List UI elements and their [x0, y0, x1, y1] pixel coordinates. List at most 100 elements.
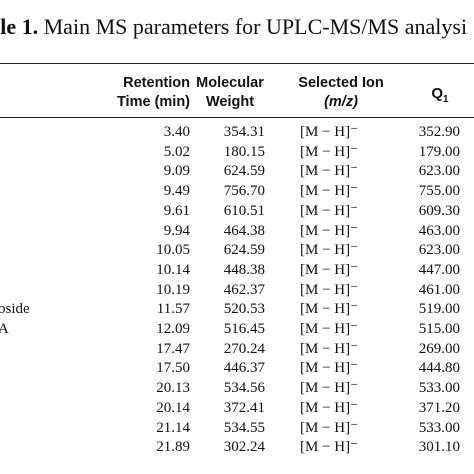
- selected-ion-cell: [M − H]⁻: [300, 261, 359, 278]
- selected-ion-cell: [M − H]⁻: [300, 399, 359, 416]
- header-rt-line2: Time (min): [116, 94, 190, 110]
- molecular-weight-cell: 446.37: [223, 360, 265, 377]
- table-row: 3.40 354.31 [M − H]⁻ 352.90: [0, 123, 474, 142]
- header-q1-base: Q: [431, 85, 444, 102]
- q1-cell: 533.00: [418, 419, 460, 436]
- retention-time-cell: 10.19: [156, 281, 190, 298]
- molecular-weight-cell: 756.70: [223, 183, 265, 200]
- q1-cell: 179.00: [418, 143, 460, 160]
- header-q1-sub: 1: [443, 94, 449, 105]
- molecular-weight-cell: 270.24: [223, 340, 265, 357]
- q1-cell: 515.00: [418, 321, 460, 337]
- selected-ion-cell: [M − H]⁻: [300, 163, 359, 180]
- header-mw-line2: Weight: [205, 94, 255, 110]
- molecular-weight-cell: 180.15: [223, 143, 265, 160]
- molecular-weight-cell: 534.56: [223, 380, 265, 397]
- retention-time-cell: 9.09: [163, 163, 190, 180]
- selected-ion-cell: [M − H]⁻: [300, 222, 359, 239]
- retention-time-cell: 21.89: [156, 439, 190, 456]
- header-rt-line1: Retention: [123, 75, 190, 91]
- selected-ion-cell: [M − H]⁻: [300, 281, 359, 298]
- header-ion-line1: Selected Ion: [298, 75, 384, 91]
- retention-time-cell: 5.02: [163, 143, 190, 160]
- selected-ion-cell: [M − H]⁻: [300, 143, 359, 160]
- q1-cell: 461.00: [418, 281, 460, 298]
- molecular-weight-cell: 464.38: [223, 222, 265, 239]
- molecular-weight-cell: 520.53: [223, 301, 265, 318]
- table-row: 9.09 624.59 [M − H]⁻ 623.00: [0, 162, 474, 181]
- q1-cell: 444.80: [418, 360, 460, 377]
- retention-time-cell: 10.05: [156, 242, 190, 259]
- q1-cell: 755.00: [418, 183, 460, 200]
- selected-ion-cell: [M − H]⁻: [300, 321, 359, 337]
- caption-text: Main MS parameters for UPLC-MS/MS analys…: [38, 14, 468, 39]
- molecular-weight-cell: 354.31: [223, 124, 265, 140]
- q1-cell: 463.00: [418, 222, 460, 239]
- retention-time-cell: 9.61: [163, 202, 190, 219]
- header-molecular-weight: Molecular Weight: [180, 74, 280, 112]
- table-row: 17.47 270.24 [M − H]⁻ 269.00: [0, 340, 474, 359]
- header-ion-line2: (m/z): [324, 94, 358, 110]
- retention-time-cell: 9.49: [163, 183, 190, 200]
- table-row: 20.13 534.56 [M − H]⁻ 533.00: [0, 379, 474, 398]
- header-retention-time: Retention Time (min): [70, 74, 190, 112]
- retention-time-cell: 20.13: [156, 380, 190, 397]
- header-mw-line1: Molecular: [196, 75, 264, 91]
- table-row: 10.05 624.59 [M − H]⁻ 623.00: [0, 241, 474, 260]
- selected-ion-cell: [M − H]⁻: [300, 439, 359, 456]
- compound-name-cell: oside: [0, 301, 30, 318]
- q1-cell: 269.00: [418, 340, 460, 357]
- selected-ion-cell: [M − H]⁻: [300, 380, 359, 397]
- retention-time-cell: 12.09: [156, 321, 190, 337]
- table-row: 17.50 446.37 [M − H]⁻ 444.80: [0, 359, 474, 378]
- retention-time-cell: 3.40: [163, 124, 190, 140]
- retention-time-cell: 10.14: [156, 261, 190, 278]
- q1-cell: 301.10: [418, 439, 460, 456]
- table-row: 10.19 462.37 [M − H]⁻ 461.00: [0, 281, 474, 300]
- table-row: oside 11.57 520.53 [M − H]⁻ 519.00: [0, 300, 474, 319]
- molecular-weight-cell: 624.59: [223, 242, 265, 259]
- retention-time-cell: 11.57: [156, 301, 190, 318]
- table-label: ble 1.: [0, 14, 39, 39]
- q1-cell: 352.90: [418, 124, 460, 140]
- retention-time-cell: 21.14: [156, 419, 190, 436]
- molecular-weight-cell: 516.45: [223, 321, 265, 337]
- selected-ion-cell: [M − H]⁻: [300, 301, 359, 318]
- q1-cell: 533.00: [418, 380, 460, 397]
- header-selected-ion: Selected Ion (m/z): [286, 74, 396, 112]
- molecular-weight-cell: 624.59: [223, 163, 265, 180]
- table-row: 21.14 534.55 [M − H]⁻ 533.00: [0, 419, 474, 438]
- molecular-weight-cell: 302.24: [223, 439, 265, 456]
- table-row: 9.94 464.38 [M − H]⁻ 463.00: [0, 222, 474, 241]
- retention-time-cell: 17.50: [156, 360, 190, 377]
- table-row: 10.14 448.38 [M − H]⁻ 447.00: [0, 261, 474, 280]
- table-row: 21.89 302.24 [M − H]⁻ 301.10: [0, 438, 474, 457]
- q1-cell: 371.20: [418, 399, 460, 416]
- retention-time-cell: 17.47: [156, 340, 190, 357]
- header-rule: [0, 117, 474, 118]
- selected-ion-cell: [M − H]⁻: [300, 340, 359, 357]
- selected-ion-cell: [M − H]⁻: [300, 419, 359, 436]
- selected-ion-cell: [M − H]⁻: [300, 124, 359, 140]
- q1-cell: 519.00: [418, 301, 460, 318]
- q1-cell: 623.00: [418, 242, 460, 259]
- molecular-weight-cell: 372.41: [223, 399, 265, 416]
- selected-ion-cell: [M − H]⁻: [300, 242, 359, 259]
- table-row: 5.02 180.15 [M − H]⁻ 179.00: [0, 143, 474, 162]
- selected-ion-cell: [M − H]⁻: [300, 202, 359, 219]
- molecular-weight-cell: 462.37: [223, 281, 265, 298]
- table-caption: ble 1. Main MS parameters for UPLC-MS/MS…: [0, 14, 467, 40]
- retention-time-cell: 9.94: [163, 222, 190, 239]
- molecular-weight-cell: 534.55: [223, 419, 265, 436]
- selected-ion-cell: [M − H]⁻: [300, 360, 359, 377]
- table-row: 20.14 372.41 [M − H]⁻ 371.20: [0, 399, 474, 418]
- q1-cell: 447.00: [418, 261, 460, 278]
- table-row: A 12.09 516.45 [M − H]⁻ 515.00: [0, 320, 474, 339]
- molecular-weight-cell: 610.51: [223, 202, 265, 219]
- molecular-weight-cell: 448.38: [223, 261, 265, 278]
- table-row: 9.49 756.70 [M − H]⁻ 755.00: [0, 182, 474, 201]
- selected-ion-cell: [M − H]⁻: [300, 183, 359, 200]
- q1-cell: 609.30: [418, 202, 460, 219]
- header-q1: Q1: [420, 84, 460, 109]
- compound-name-cell: A: [0, 321, 9, 337]
